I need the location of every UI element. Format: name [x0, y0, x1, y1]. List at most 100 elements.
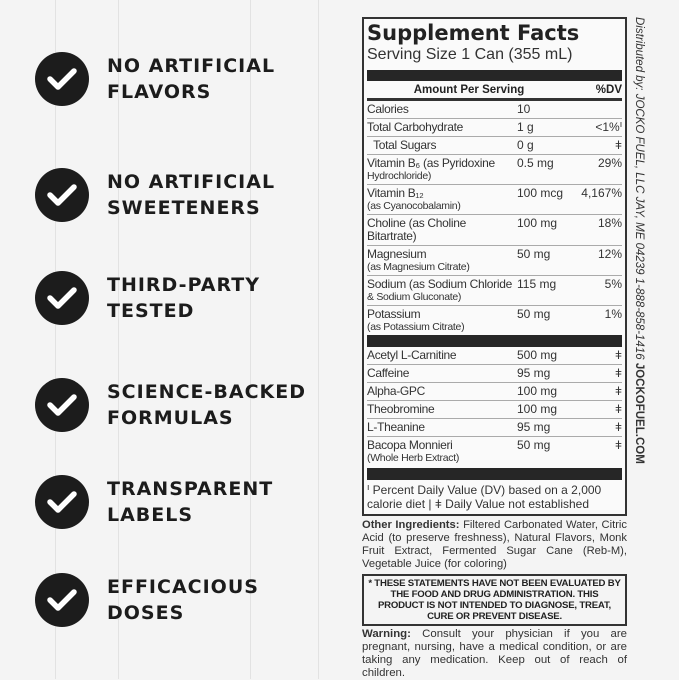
check-circle-icon [35, 52, 89, 106]
website: JOCKOFUEL.COM [633, 362, 645, 464]
claim-line: FLAVORS [107, 81, 212, 103]
nutrient-row: L-Theanine 95 mg ǂ [367, 418, 622, 436]
claim-line: EFFICACIOUS [107, 576, 259, 598]
claim-line: SWEETENERS [107, 197, 261, 219]
fda-disclaimer: * THESE STATEMENTS HAVE NOT BEEN EVALUAT… [362, 574, 627, 626]
nutrient-row: Acetyl L-Carnitine 500 mg ǂ [367, 347, 622, 364]
nutrient-dv: ǂ [614, 402, 622, 416]
nutrient-dv: <1%ᑊ [595, 120, 622, 134]
claim-line: LABELS [107, 504, 194, 526]
claim-item: NO ARTIFICIAL SWEETENERS [35, 168, 275, 222]
nutrient-amount: 1 g [517, 120, 534, 134]
warning-label: Warning: [362, 628, 411, 640]
nutrient-name: Acetyl L-Carnitine [367, 348, 457, 362]
nutrient-amount: 50 mg [517, 307, 551, 321]
warning-text: Consult your physician if you are pregna… [362, 628, 627, 679]
claim-line: FORMULAS [107, 407, 234, 429]
nutrient-name: L-Theanine [367, 420, 425, 434]
nutrient-name: Theobromine [367, 402, 435, 416]
nutrient-row: Potassium (as Potassium Citrate) 50 mg 1% [367, 305, 622, 335]
nutrient-dv [571, 101, 622, 116]
nutrient-amount: 50 mg [517, 247, 551, 261]
other-ingredients: Other Ingredients: Filtered Carbonated W… [362, 519, 627, 571]
nutrient-name: Vitamin B₆ (as Pyridoxine [367, 156, 495, 170]
nutrient-row: Total Sugars 0 g ǂ [367, 136, 622, 154]
nutrient-row: Caffeine 95 mg ǂ [367, 364, 622, 382]
nutrient-row: Vitamin B₆ (as Pyridoxine Hydrochloride) 0… [367, 154, 622, 184]
table-header: Amount Per Serving %DV [367, 81, 622, 101]
nutrient-dv: 12% [597, 247, 622, 261]
claim-line: NO ARTIFICIAL [107, 171, 276, 193]
nutrient-name: Total Sugars [367, 138, 437, 152]
nutrient-name: Total Carbohydrate [367, 120, 463, 134]
claim-item: THIRD-PARTY TESTED [35, 271, 260, 325]
check-circle-icon [35, 378, 89, 432]
nutrient-amount: 100 mcg [517, 186, 564, 200]
nutrient-name: Alpha-GPC [367, 384, 425, 398]
nutrient-row: Vitamin B₁₂ (as Cyanocobalamin) 100 mcg 4,1… [367, 184, 622, 214]
nutrient-dv: ǂ [614, 138, 622, 152]
nutrient-source: (as Cyanocobalamin) [367, 200, 461, 212]
amount-header: Amount Per Serving [413, 83, 525, 96]
nutrient-dv: ǂ [614, 438, 622, 452]
nutrient-source: (as Magnesium Citrate) [367, 261, 470, 273]
nutrient-name: Magnesium [367, 247, 427, 261]
nutrient-amount: 0 g [517, 138, 534, 152]
check-circle-icon [35, 168, 89, 222]
nutrient-dv: 1% [604, 307, 622, 321]
nutrient-row: Total Carbohydrate 1 g <1%ᑊ [367, 118, 622, 136]
distributor-text: Distributed by: JOCKO FUEL, LLC JAY, ME … [633, 17, 645, 363]
claim-item: NO ARTIFICIAL FLAVORS [35, 52, 275, 106]
claim-line: THIRD-PARTY [107, 274, 260, 296]
label-column: Supplement Facts Serving Size 1 Can (355… [362, 17, 627, 680]
nutrient-dv: 5% [604, 277, 622, 291]
check-circle-icon [35, 573, 89, 627]
divider-bar [367, 468, 622, 480]
nutrient-name: Bacopa Monnieri [367, 438, 453, 452]
nutrient-amount: 100 mg [517, 216, 558, 230]
nutrient-dv: ǂ [614, 348, 622, 362]
nutrient-source: Hydrochloride) [367, 170, 432, 182]
nutrient-name: Sodium (as Sodium Chloride [367, 277, 512, 291]
claim-item: SCIENCE-BACKED FORMULAS [35, 378, 306, 432]
warning: Warning: Consult your physician if you a… [362, 628, 627, 680]
claim-line: DOSES [107, 602, 185, 624]
nutrient-dv: 18% [597, 216, 622, 230]
nutrient-source: (Whole Herb Extract) [367, 452, 460, 464]
claim-item: TRANSPARENT LABELS [35, 475, 273, 529]
nutrient-row: Magnesium (as Magnesium Citrate) 50 mg 12% [367, 245, 622, 275]
panel-title: Supplement Facts [367, 21, 580, 45]
divider-bar [367, 335, 622, 347]
nutrient-dv: 4,167% [581, 186, 622, 200]
claim-item: EFFICACIOUS DOSES [35, 573, 259, 627]
nutrient-dv: ǂ [614, 420, 622, 434]
nutrient-amount: 50 mg [517, 438, 551, 452]
nutrient-amount: 0.5 mg [517, 156, 554, 170]
divider-bar [367, 70, 622, 81]
nutrient-dv: ǂ [614, 384, 622, 398]
nutrient-row: Bacopa Monnieri (Whole Herb Extract) 50 mg… [367, 436, 622, 466]
nutrient-row: Theobromine 100 mg ǂ [367, 400, 622, 418]
nutrient-row: Alpha-GPC 100 mg ǂ [367, 382, 622, 400]
other-ingredients-text: Filtered Carbonated Water, Citric Acid (… [362, 519, 628, 570]
nutrient-amount: 100 mg [517, 402, 558, 416]
supplement-facts-panel: Supplement Facts Serving Size 1 Can (355… [362, 17, 627, 516]
other-ingredients-label: Other Ingredients: [362, 519, 460, 531]
nutrient-name: Caffeine [367, 366, 410, 380]
check-circle-icon [35, 475, 89, 529]
claims-list: NO ARTIFICIAL FLAVORS NO ARTIFICIAL SWEETEN… [35, 52, 306, 627]
nutrient-amount: 100 mg [517, 384, 558, 398]
footnote: ᑊ Percent Daily Value (DV) based on a 2,… [367, 483, 602, 511]
nutrient-row: Sodium (as Sodium Chloride & Sodium Gluco… [367, 275, 622, 305]
nutrient-amount: 10 [517, 102, 531, 116]
claim-line: SCIENCE-BACKED [107, 381, 306, 403]
distributor-info: Distributed by: JOCKO FUEL, LLC JAY, ME … [631, 17, 645, 517]
nutrient-name: Vitamin B₁₂ [367, 186, 424, 200]
check-circle-icon [35, 271, 89, 325]
nutrient-amount: 95 mg [517, 420, 551, 434]
nutrient-row: Choline (as Choline Bitartrate) 100 mg 18% [367, 214, 622, 245]
nutrient-name: Choline (as Choline Bitartrate) [367, 216, 470, 243]
nutrient-name: Calories [367, 102, 409, 116]
nutrient-name: Potassium [367, 307, 421, 321]
nutrient-source: (as Potassium Citrate) [367, 321, 465, 333]
